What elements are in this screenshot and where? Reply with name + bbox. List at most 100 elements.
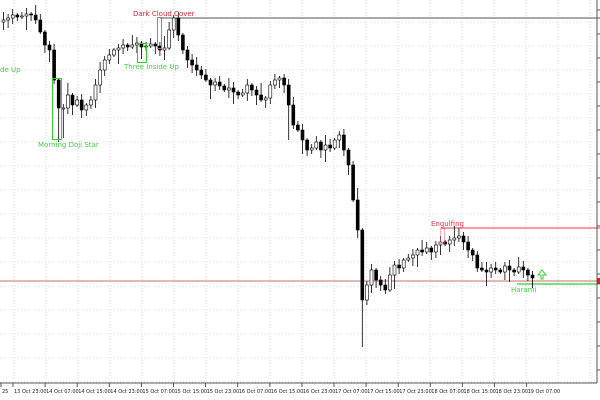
candle-bear	[29, 13, 33, 16]
candle-bull	[447, 239, 452, 245]
candle-bear	[286, 84, 291, 106]
candle-bull	[89, 99, 93, 106]
x-tick-label: 15 Oct 07:00	[142, 389, 175, 395]
candle-bull	[516, 266, 521, 273]
x-tick-label: 13 Oct 23:00	[14, 389, 47, 395]
candle-bull	[392, 264, 397, 276]
candle-bear	[38, 19, 43, 33]
candle-bull	[10, 14, 15, 19]
candle-bear	[208, 79, 213, 86]
candle-bull	[171, 17, 176, 31]
x-tick-label: 14 Oct 23:00	[110, 389, 143, 395]
candle-bull	[148, 43, 153, 47]
x-tick-label: 14 Oct 15:00	[78, 389, 111, 395]
x-tick-label: 16 Oct 23:00	[303, 389, 336, 395]
candle-bear	[493, 267, 498, 271]
candle-bear	[305, 139, 309, 151]
candle-bull	[365, 284, 369, 301]
pattern-label-engulfing: Engulfing	[431, 220, 464, 228]
x-tick-label: 19 Oct 07:00	[528, 389, 561, 395]
x-tick-label: 18 Oct 15:00	[463, 389, 496, 395]
candle-bear	[190, 59, 194, 66]
candle-bear	[231, 87, 236, 93]
dark-cloud-cover-box	[157, 17, 162, 49]
buy-arrow-icon	[536, 269, 548, 280]
x-tick-label: 18 Oct 07:00	[431, 389, 464, 395]
three-inside-up-box	[137, 43, 147, 63]
candle-bear	[222, 85, 227, 91]
candle-bull	[130, 44, 135, 48]
candle-bear	[461, 235, 466, 243]
candle-bear	[296, 124, 300, 131]
candle-bull	[452, 237, 457, 241]
candle-bull	[66, 94, 70, 109]
candle-bear	[484, 269, 489, 273]
candle-bull	[245, 84, 250, 94]
candle-bull	[20, 15, 24, 18]
candle-bull	[1, 19, 6, 23]
candle-bull	[406, 257, 411, 261]
x-tick-label: 17 Oct 15:00	[367, 389, 400, 395]
candle-bear	[282, 77, 286, 86]
candle-bear	[521, 266, 526, 271]
candle-bull	[167, 29, 171, 49]
candle-bull	[411, 254, 415, 259]
candle-bear	[79, 99, 84, 111]
candle-bull	[388, 274, 392, 291]
candle-bull	[277, 77, 282, 81]
candle-bear	[383, 284, 388, 291]
pattern-label-inside-up: de Up	[0, 66, 21, 74]
candle-bull	[332, 139, 337, 149]
candle-bear	[512, 269, 516, 273]
x-axis-ticks: 25 13 Oct 23:00 14 Oct 07:00 14 Oct 15:00 14…	[0, 383, 561, 395]
candle-bull	[240, 92, 245, 96]
grid	[0, 0, 600, 383]
candle-bull	[263, 97, 268, 101]
candle-bear	[181, 34, 185, 51]
candle-bull	[93, 84, 98, 101]
pattern-label-morning-doji-star: Morning Doji Star	[38, 141, 99, 149]
x-tick-label: 25	[2, 389, 8, 395]
candle-bull	[61, 107, 66, 110]
candles	[1, 5, 535, 347]
x-tick-label: 15 Oct 15:00	[175, 389, 208, 395]
candle-bear	[351, 164, 355, 201]
x-tick-label: 16 Oct 07:00	[239, 389, 272, 395]
candle-bull	[84, 104, 89, 111]
candle-bear	[466, 241, 470, 251]
candle-bear	[530, 274, 535, 279]
candle-bear	[378, 279, 383, 286]
candle-bull	[112, 49, 116, 56]
candle-bear	[374, 269, 378, 281]
candle-bear	[475, 254, 480, 269]
candle-bear	[204, 74, 208, 81]
candle-bull	[309, 147, 314, 151]
candle-bull	[369, 269, 374, 286]
candle-bull	[424, 247, 429, 253]
candle-bull	[107, 54, 112, 61]
candle-bull	[116, 47, 121, 51]
candle-bear	[199, 69, 204, 76]
x-tick-label: 18 Oct 23:00	[496, 389, 529, 395]
pattern-label-harami: Harami	[511, 286, 537, 294]
candle-bear	[47, 44, 52, 51]
candle-bull	[24, 13, 29, 17]
candle-bear	[43, 31, 47, 46]
pattern-boxes	[52, 17, 445, 245]
candle-bear	[470, 249, 475, 256]
candle-bear	[498, 269, 503, 273]
candle-bear	[52, 49, 56, 81]
candle-bear	[33, 14, 38, 21]
candle-bear	[346, 149, 351, 166]
candle-bear	[319, 141, 323, 151]
pattern-label-dark-cloud-cover: Dark Cloud Cover	[133, 10, 195, 18]
candle-bear	[328, 144, 332, 149]
candle-bull	[273, 79, 277, 86]
candle-bull	[213, 81, 217, 86]
x-tick-label: 17 Oct 23:00	[399, 389, 432, 395]
candle-bear	[70, 94, 75, 106]
current-price-marker	[597, 278, 600, 284]
candle-bull	[401, 259, 406, 269]
candle-bear	[254, 89, 259, 96]
